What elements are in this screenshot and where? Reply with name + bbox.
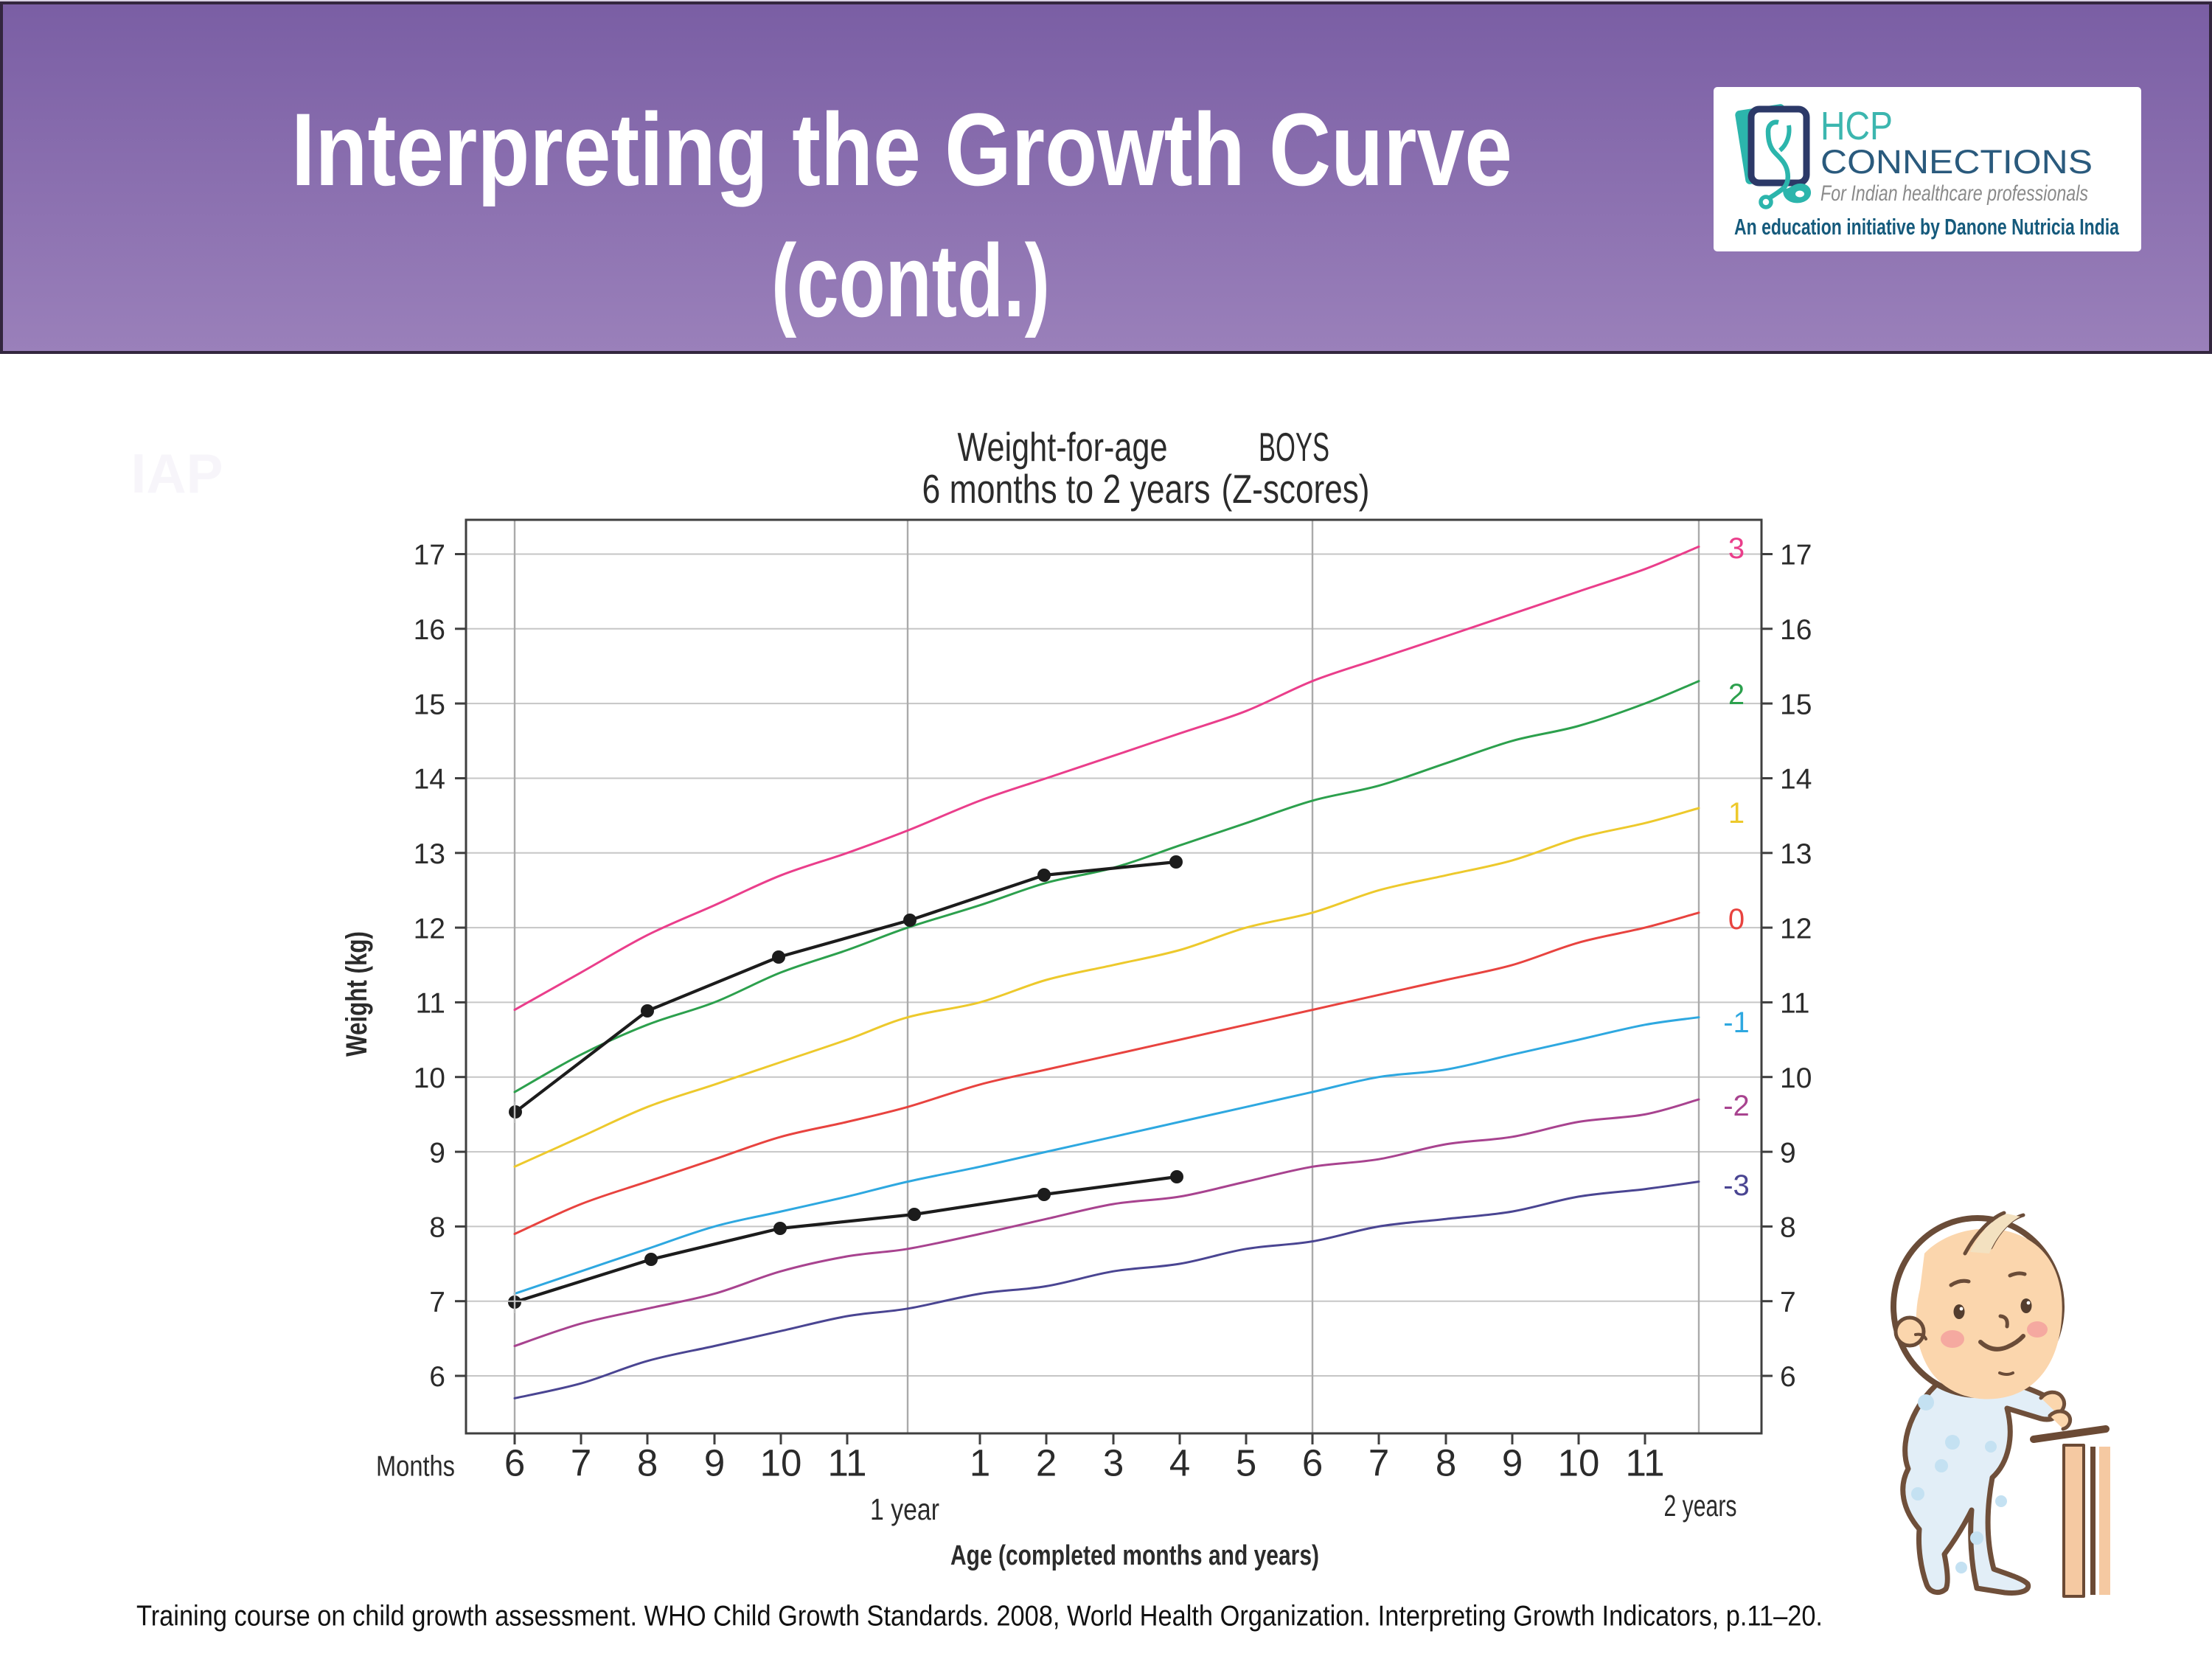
svg-text:9: 9 xyxy=(1502,1442,1523,1484)
svg-text:17: 17 xyxy=(414,540,445,571)
svg-text:-1: -1 xyxy=(1723,1006,1750,1039)
svg-text:0: 0 xyxy=(1728,903,1745,936)
svg-text:12: 12 xyxy=(1780,913,1812,945)
svg-text:Weight-for-age: Weight-for-age xyxy=(958,424,1168,470)
svg-text:6 months to 2 years: 6 months to 2 years xyxy=(922,466,1211,512)
svg-text:16: 16 xyxy=(1780,614,1812,646)
svg-text:11: 11 xyxy=(828,1442,867,1484)
svg-text:11: 11 xyxy=(1780,988,1810,1020)
svg-text:BOYS: BOYS xyxy=(1259,424,1329,470)
svg-text:14: 14 xyxy=(1780,764,1812,796)
svg-text:An education initiative by Dan: An education initiative by Danone Nutric… xyxy=(1734,214,2120,240)
svg-text:9: 9 xyxy=(429,1137,445,1169)
svg-text:4: 4 xyxy=(1169,1442,1190,1484)
svg-text:7: 7 xyxy=(429,1287,445,1318)
svg-text:HCP: HCP xyxy=(1820,104,1893,148)
svg-text:2: 2 xyxy=(1728,678,1745,711)
svg-text:2 years: 2 years xyxy=(1664,1489,1737,1523)
svg-text:9: 9 xyxy=(704,1442,725,1484)
svg-text:1: 1 xyxy=(970,1442,990,1484)
svg-text:8: 8 xyxy=(429,1212,445,1244)
svg-text:16: 16 xyxy=(414,614,445,646)
svg-text:11: 11 xyxy=(416,988,446,1020)
svg-text:Weight (kg): Weight (kg) xyxy=(341,931,373,1057)
svg-text:10: 10 xyxy=(760,1442,802,1484)
svg-text:6: 6 xyxy=(504,1442,525,1484)
svg-text:6: 6 xyxy=(429,1361,445,1393)
svg-text:-2: -2 xyxy=(1723,1090,1750,1122)
svg-text:1 year: 1 year xyxy=(870,1492,939,1526)
svg-text:13: 13 xyxy=(1780,838,1812,870)
svg-text:14: 14 xyxy=(414,764,445,796)
svg-text:IAP: IAP xyxy=(131,442,223,504)
svg-text:8: 8 xyxy=(1780,1212,1796,1244)
svg-text:8: 8 xyxy=(1436,1442,1456,1484)
svg-text:6: 6 xyxy=(1780,1361,1796,1393)
svg-text:7: 7 xyxy=(1780,1287,1796,1318)
svg-text:15: 15 xyxy=(1780,689,1812,720)
svg-text:-3: -3 xyxy=(1723,1169,1750,1202)
svg-text:3: 3 xyxy=(1728,532,1745,565)
svg-text:15: 15 xyxy=(414,689,445,720)
svg-text:2: 2 xyxy=(1036,1442,1057,1484)
svg-text:17: 17 xyxy=(1780,540,1812,571)
svg-text:10: 10 xyxy=(1780,1062,1812,1094)
svg-text:10: 10 xyxy=(1558,1442,1600,1484)
svg-text:Interpreting the Growth Curve: Interpreting the Growth Curve xyxy=(291,91,1512,207)
svg-text:5: 5 xyxy=(1236,1442,1256,1484)
svg-text:8: 8 xyxy=(637,1442,658,1484)
svg-text:Training course on child growt: Training course on child growth assessme… xyxy=(136,1601,1823,1632)
svg-text:Age (completed months and year: Age (completed months and years) xyxy=(950,1540,1319,1571)
svg-text:1: 1 xyxy=(1728,797,1745,830)
svg-text:10: 10 xyxy=(414,1062,445,1094)
svg-text:7: 7 xyxy=(1368,1442,1389,1484)
svg-text:9: 9 xyxy=(1780,1137,1796,1169)
svg-text:CONNECTIONS: CONNECTIONS xyxy=(1820,143,2093,181)
svg-text:11: 11 xyxy=(1626,1442,1665,1484)
svg-text:3: 3 xyxy=(1103,1442,1124,1484)
svg-text:13: 13 xyxy=(414,838,445,870)
svg-text:For Indian healthcare professi: For Indian healthcare professionals xyxy=(1820,181,2088,206)
svg-text:6: 6 xyxy=(1302,1442,1323,1484)
svg-text:(Z-scores): (Z-scores) xyxy=(1222,466,1370,512)
svg-text:7: 7 xyxy=(571,1442,591,1484)
svg-text:12: 12 xyxy=(414,913,445,945)
svg-text:(contd.): (contd.) xyxy=(771,223,1050,338)
svg-text:Months: Months xyxy=(376,1451,455,1483)
